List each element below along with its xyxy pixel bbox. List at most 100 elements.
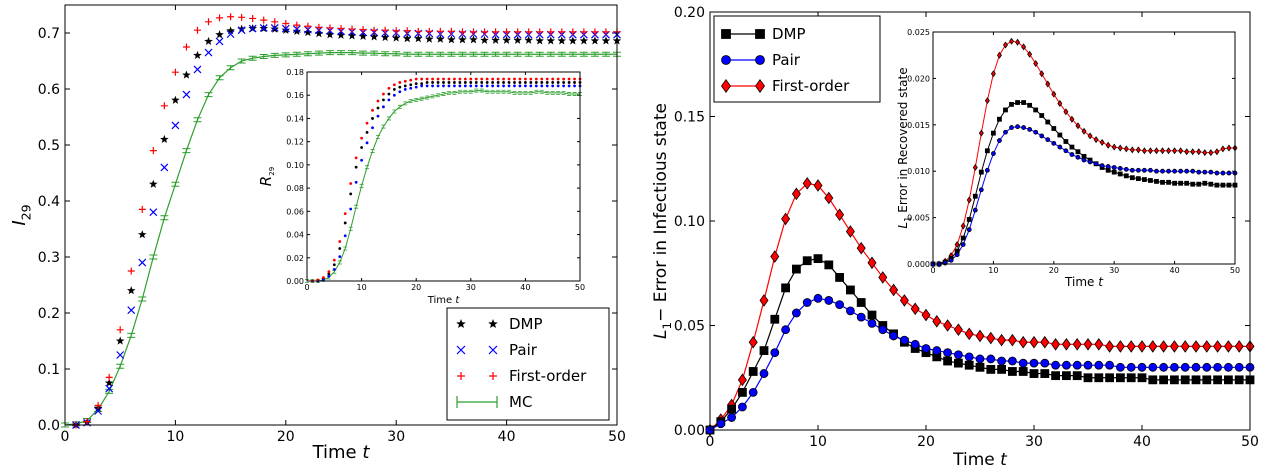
series-dmp-point	[535, 36, 544, 45]
series-first-order-point	[964, 327, 974, 341]
series-first-order-point	[878, 271, 888, 284]
inset-pair-point	[1027, 127, 1033, 132]
series-first-order-point	[1083, 338, 1093, 351]
axes-frame	[64, 4, 618, 426]
series-pair-point	[1202, 362, 1212, 372]
series-first-order-point	[1007, 333, 1017, 347]
y-axis-label: I29	[9, 204, 33, 225]
legend-marker	[721, 29, 731, 39]
legend-marker	[457, 372, 465, 380]
inset-mc-errorbar	[457, 89, 462, 94]
inset-pair-point	[960, 242, 966, 247]
inset-dmp-point	[1009, 101, 1014, 107]
series-dmp-point	[1051, 371, 1060, 381]
inset-pair-point	[518, 84, 522, 88]
inset-first-order-point	[458, 77, 462, 81]
inset-first-order-point	[463, 77, 467, 81]
legend-label: Pair	[509, 341, 538, 359]
series-dmp-point	[1137, 373, 1147, 383]
inset-pair-point	[1069, 152, 1075, 157]
inset-dmp-point	[1220, 182, 1226, 188]
series-dmp-point	[391, 33, 401, 42]
inset-first-order-point	[1027, 50, 1033, 58]
inset-first-order-point	[984, 97, 990, 105]
inset-dmp-point	[1123, 173, 1129, 179]
inset-first-order-point	[1045, 80, 1051, 88]
inset-dmp-point	[518, 81, 522, 84]
x-tick-label: 10	[809, 434, 827, 450]
axes-frame	[709, 11, 1251, 431]
mc-errorbar	[226, 65, 235, 71]
inset-mc-errorbar	[512, 91, 517, 95]
series-first-order-point	[436, 27, 444, 35]
inset-dmp-point	[349, 192, 353, 196]
inset-first-order-point	[990, 70, 996, 78]
inset-mc-errorbar	[446, 91, 451, 95]
y-tick-label: 0.5	[38, 138, 60, 154]
mc-errorbar	[171, 181, 180, 187]
inset-mc-errorbar	[567, 92, 572, 96]
y-tick-label: 0.4	[38, 194, 60, 210]
series-dmp-point	[480, 35, 489, 44]
series-first-order-point	[282, 19, 290, 27]
y-axis-label-sub: 29	[268, 167, 276, 176]
series-pair-point	[759, 369, 769, 378]
y-tick-label: 0.10	[674, 214, 705, 230]
series-pair-point	[716, 419, 726, 429]
inset-pair-point	[392, 93, 396, 97]
inset-dmp-point	[414, 82, 418, 86]
chart-3: 0 10 20 30 40 50 0.000 0.005 0.010 0.015 0.020 0.02…	[896, 28, 1240, 289]
inset-pair-point	[1045, 137, 1051, 143]
inset-dmp-point	[371, 117, 374, 120]
series-dmp-point	[1148, 375, 1158, 385]
series-first-order-point	[1137, 340, 1147, 353]
inset-mc-errorbar	[310, 279, 315, 283]
mc-errorbar	[204, 92, 213, 98]
series-dmp-point	[303, 27, 313, 37]
inset-dmp-point	[447, 81, 451, 84]
inset-pair-point	[1087, 159, 1093, 165]
legend-marker	[489, 372, 497, 380]
mc-errorbar	[557, 51, 566, 57]
y-tick-label: 0.20	[674, 5, 705, 21]
inset-dmp-point	[491, 81, 495, 84]
inset-dmp-point	[343, 221, 347, 225]
x-tick-label: 40	[1133, 434, 1151, 450]
series-first-order-point	[160, 102, 168, 110]
series-dmp-point	[748, 367, 758, 376]
inset-pair-point	[1111, 165, 1117, 170]
inset-first-order-point	[327, 270, 331, 274]
series-dmp-point	[1062, 371, 1071, 381]
inset-dmp-point	[1178, 180, 1184, 186]
mc-errorbar	[535, 51, 544, 57]
series-dmp-point	[835, 273, 844, 282]
y-tick-label: 0.000	[907, 260, 930, 269]
series-first-order-point	[770, 250, 780, 263]
inset-first-order-point	[1069, 115, 1075, 123]
series-first-order-point	[193, 26, 201, 34]
series-pair-point	[1116, 362, 1125, 372]
series-first-order-point	[899, 294, 909, 307]
inset-pair-point	[1129, 167, 1135, 173]
series-first-order-point	[514, 28, 522, 36]
series-first-order-point	[83, 418, 91, 426]
series-first-order-point	[1105, 340, 1115, 353]
series-first-order-point	[910, 302, 920, 316]
chart-0: 0 10 20 30 40 50 0.0 0.1 0.2 0.3 0.4 0.5 0.6 0.7 Time …	[9, 4, 626, 463]
series-first-order-point	[359, 26, 367, 34]
inset-first-order-point	[365, 121, 369, 125]
inset-first-order-point	[485, 77, 489, 81]
inset-first-order-point	[387, 86, 391, 90]
inset-first-order-point	[573, 77, 576, 81]
x-tick-label: 50	[575, 283, 585, 292]
series-pair-point	[846, 306, 855, 316]
x-tick-label: 20	[277, 429, 295, 445]
inset-first-order-point	[513, 77, 516, 81]
series-dmp-point	[1083, 373, 1093, 383]
inset-first-order-point	[425, 77, 429, 81]
inset-dmp-point	[991, 130, 996, 136]
series-pair-point	[215, 37, 224, 46]
series-first-order-point	[889, 283, 899, 297]
series-dmp-point	[568, 36, 578, 45]
series-pair-point	[1105, 360, 1114, 370]
